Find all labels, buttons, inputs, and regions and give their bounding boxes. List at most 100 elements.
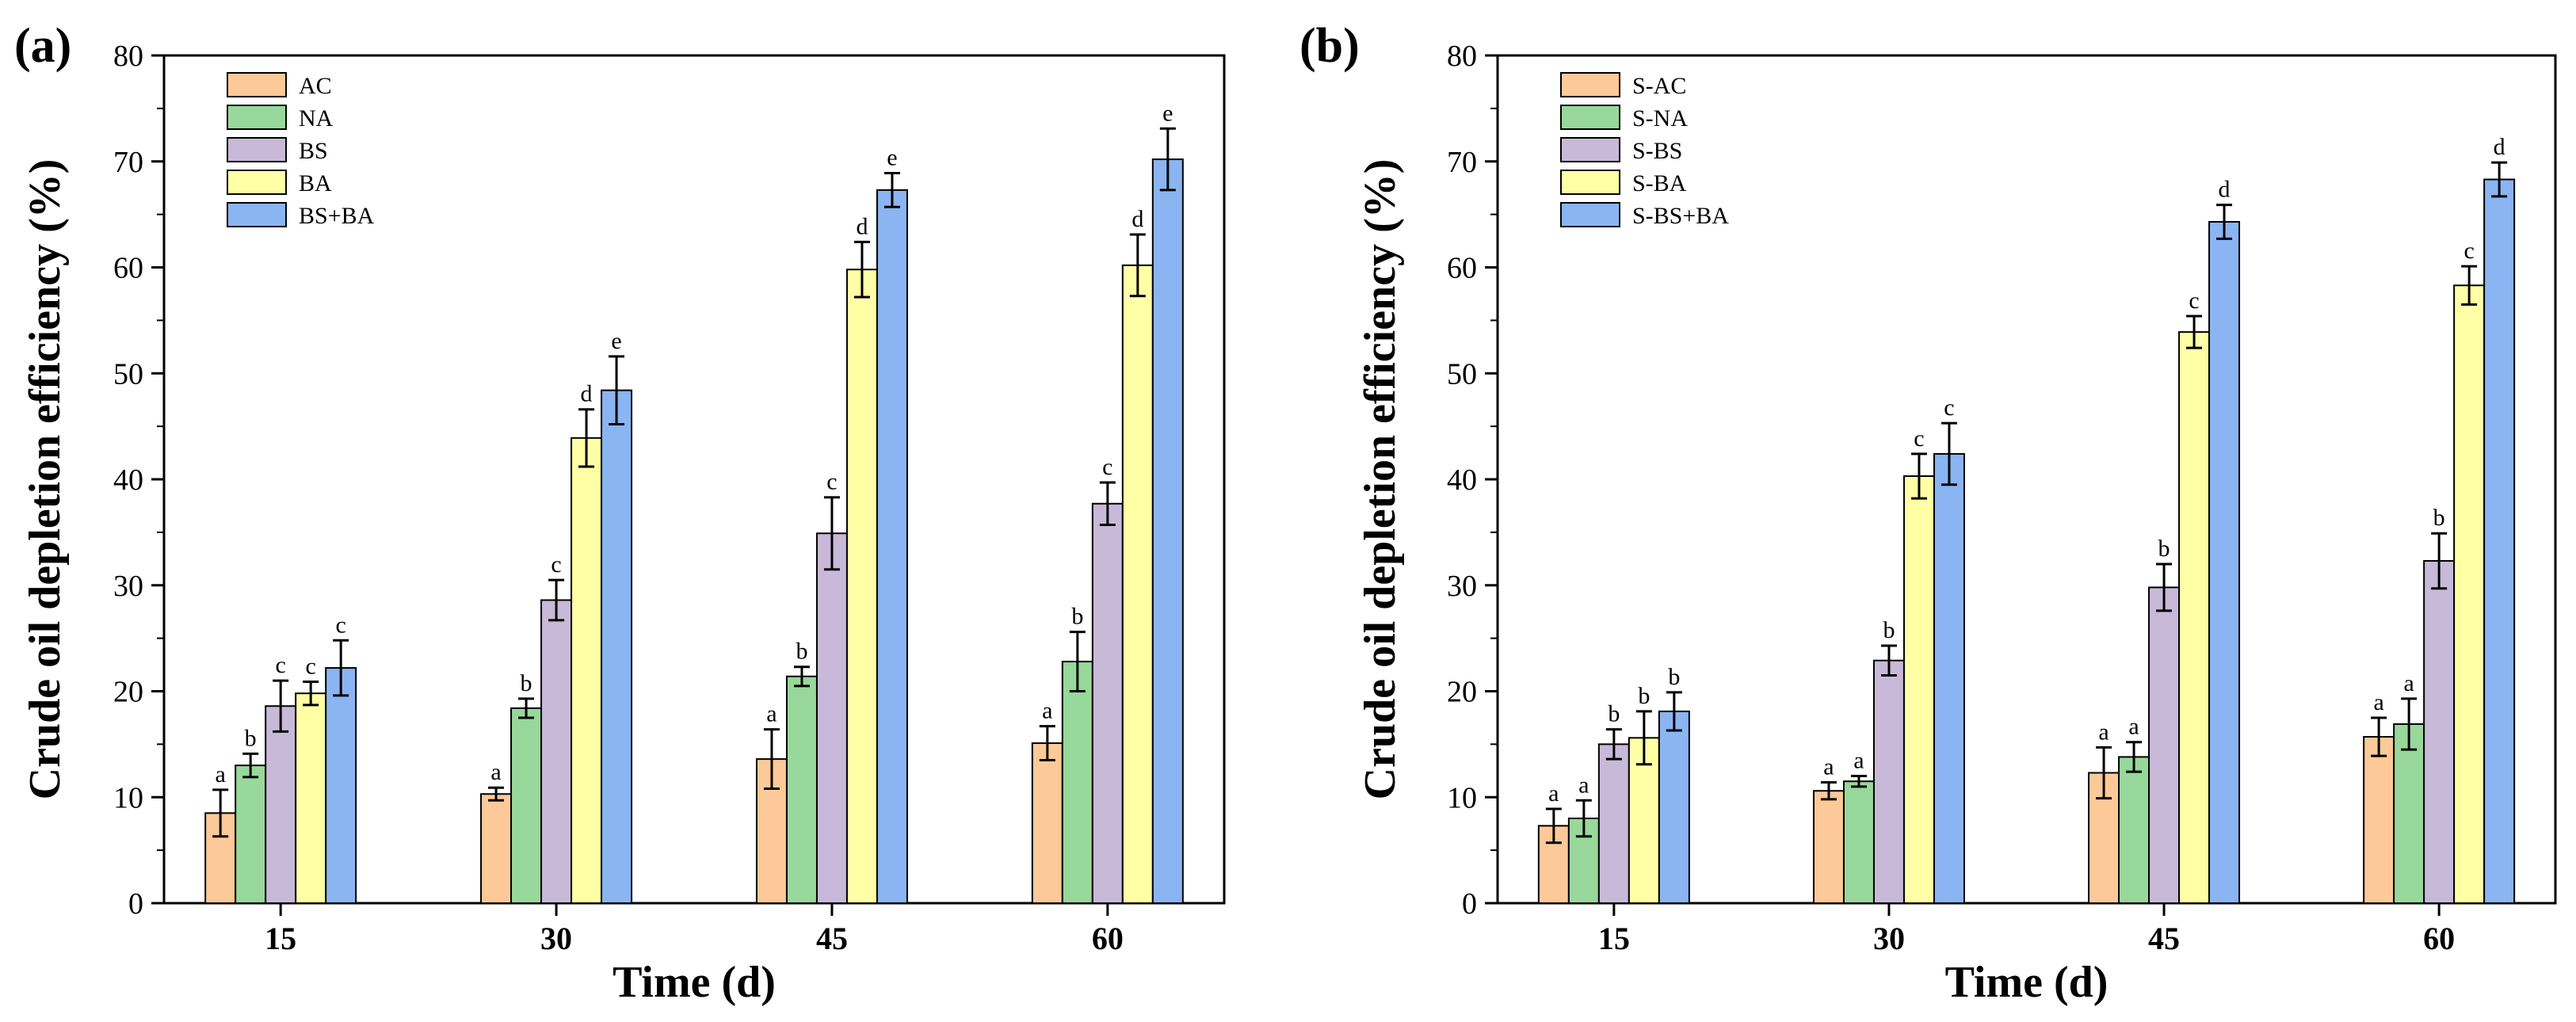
significance-label: c bbox=[306, 653, 316, 679]
significance-label: a bbox=[766, 701, 777, 727]
bar bbox=[785, 675, 818, 905]
significance-label: d bbox=[1132, 206, 1143, 232]
significance-label: b bbox=[1608, 701, 1620, 727]
panel-label: (b) bbox=[1299, 19, 1360, 73]
significance-label: a bbox=[2128, 714, 2139, 740]
y-tick-label: 60 bbox=[1447, 252, 1477, 285]
legend-swatch bbox=[227, 202, 287, 227]
legend-swatch bbox=[227, 137, 287, 162]
y-tick-label: 0 bbox=[1462, 887, 1477, 921]
legend-label: S-BA bbox=[1632, 170, 1687, 196]
bar bbox=[2483, 178, 2516, 905]
bar bbox=[571, 437, 603, 904]
bar bbox=[1812, 790, 1845, 904]
significance-label: a bbox=[1823, 754, 1834, 780]
y-tick-label: 30 bbox=[113, 570, 143, 603]
legend-label: BS+BA bbox=[299, 203, 375, 229]
bar bbox=[265, 705, 297, 904]
y-tick-label: 50 bbox=[113, 357, 143, 391]
x-tick-label: 45 bbox=[2148, 921, 2180, 956]
x-tick-label: 60 bbox=[1092, 921, 1124, 956]
significance-label: d bbox=[856, 213, 868, 239]
bar bbox=[2178, 331, 2211, 904]
bar bbox=[235, 765, 267, 904]
y-axis-title: Crude oil depletion efficiency (%) bbox=[1356, 159, 1405, 800]
y-tick-label: 20 bbox=[113, 676, 143, 709]
significance-label: d bbox=[2494, 134, 2505, 160]
y-tick-label: 50 bbox=[1447, 357, 1477, 391]
legend-swatch bbox=[227, 105, 287, 130]
legend-label: BS bbox=[299, 138, 328, 164]
x-axis-title: Time (d) bbox=[613, 958, 776, 1007]
x-tick-label: 30 bbox=[540, 921, 572, 956]
bar bbox=[480, 793, 513, 904]
x-tick-label: 60 bbox=[2423, 921, 2455, 956]
x-tick-label: 15 bbox=[1598, 921, 1630, 956]
bar bbox=[1658, 710, 1690, 904]
bar bbox=[1933, 452, 1965, 904]
bar bbox=[295, 692, 327, 904]
bar bbox=[325, 667, 357, 904]
x-tick-label: 45 bbox=[816, 921, 848, 956]
significance-label: a bbox=[1548, 780, 1559, 807]
significance-label: c bbox=[1102, 454, 1112, 480]
significance-label: b bbox=[521, 670, 532, 696]
significance-label: b bbox=[245, 725, 257, 751]
significance-label: c bbox=[1944, 395, 1954, 421]
y-tick-label: 60 bbox=[113, 252, 143, 285]
bar bbox=[2363, 736, 2395, 905]
legend-swatch bbox=[1560, 137, 1620, 162]
significance-label: d bbox=[2219, 177, 2231, 203]
bar bbox=[1842, 780, 1875, 904]
significance-label: a bbox=[1578, 772, 1589, 798]
bar bbox=[1628, 737, 1660, 904]
y-tick-label: 20 bbox=[1447, 676, 1477, 709]
bar bbox=[2453, 284, 2486, 904]
bar bbox=[1597, 743, 1630, 904]
legend-label: S-AC bbox=[1632, 73, 1686, 99]
y-tick-label: 0 bbox=[128, 887, 143, 921]
significance-label: a bbox=[2373, 689, 2383, 715]
significance-label: a bbox=[1042, 698, 1052, 724]
significance-label: e bbox=[611, 328, 621, 354]
significance-label: c bbox=[551, 551, 561, 578]
legend-swatch bbox=[227, 72, 287, 97]
y-tick-label: 30 bbox=[1447, 570, 1477, 603]
bar bbox=[1061, 661, 1093, 904]
bar bbox=[2208, 220, 2241, 904]
significance-label: e bbox=[887, 144, 897, 170]
bar bbox=[510, 707, 543, 905]
significance-label: c bbox=[2189, 288, 2199, 314]
bar bbox=[2423, 559, 2456, 904]
legend-label: BA bbox=[299, 170, 332, 196]
bar bbox=[2148, 586, 2181, 904]
legend-label: AC bbox=[299, 73, 332, 99]
significance-label: c bbox=[276, 652, 286, 678]
legend-swatch bbox=[1560, 105, 1620, 130]
y-tick-label: 10 bbox=[1447, 781, 1477, 814]
significance-label: b bbox=[1668, 664, 1680, 690]
legend-swatch bbox=[227, 170, 287, 195]
x-axis-title: Time (d) bbox=[1945, 958, 2109, 1007]
x-tick-label: 30 bbox=[1873, 921, 1905, 956]
significance-label: b bbox=[2433, 505, 2445, 531]
y-tick-label: 70 bbox=[113, 146, 143, 179]
significance-label: b bbox=[1071, 604, 1083, 630]
significance-label: e bbox=[1162, 100, 1173, 126]
bar bbox=[845, 269, 878, 904]
bar bbox=[1091, 502, 1124, 904]
significance-label: c bbox=[1914, 425, 1924, 452]
y-tick-label: 80 bbox=[113, 40, 143, 73]
significance-label: b bbox=[796, 639, 807, 665]
legend-swatch bbox=[1560, 72, 1620, 97]
significance-label: a bbox=[2098, 719, 2109, 745]
legend-label: S-BS bbox=[1632, 138, 1682, 164]
bar bbox=[876, 189, 908, 905]
significance-label: a bbox=[490, 759, 501, 785]
bar bbox=[1121, 264, 1154, 904]
x-tick-label: 15 bbox=[265, 921, 296, 956]
bar bbox=[2393, 723, 2425, 905]
